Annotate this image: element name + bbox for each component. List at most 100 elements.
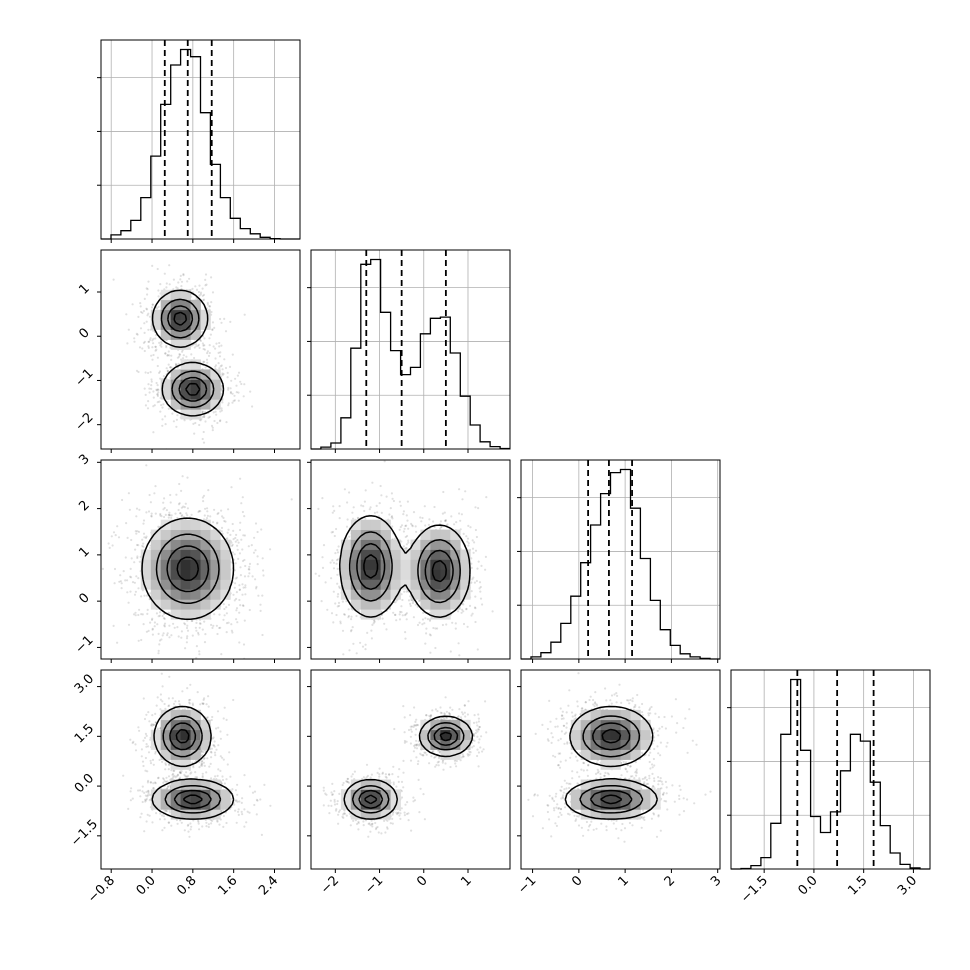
density-cell	[420, 579, 431, 590]
density-cell	[350, 569, 362, 580]
scatter-point	[423, 622, 426, 625]
scatter-point	[168, 283, 171, 286]
scatter-point	[145, 820, 148, 823]
scatter-point	[220, 409, 223, 412]
scatter-point	[167, 407, 170, 410]
density-cell	[450, 559, 461, 570]
scatter-point	[421, 618, 425, 621]
density-cell	[210, 599, 221, 610]
scatter-point	[198, 294, 201, 297]
scatter-point	[485, 496, 488, 499]
scatter-point	[424, 524, 427, 527]
density-cell	[370, 559, 381, 570]
scatter-point	[248, 572, 251, 575]
density-cell	[160, 529, 171, 540]
scatter-point	[172, 622, 175, 625]
density-cell	[370, 599, 381, 610]
scatter-point	[459, 519, 462, 522]
scatter-point	[176, 516, 179, 520]
scatter-point	[474, 549, 478, 552]
scatter-point	[156, 696, 159, 699]
scatter-point	[348, 535, 351, 538]
scatter-point	[145, 320, 148, 323]
scatter-point	[427, 523, 430, 526]
scatter-point	[225, 612, 228, 615]
scatter-point	[203, 514, 206, 517]
scatter-point	[158, 643, 161, 646]
density-cell	[200, 399, 211, 410]
scatter-point	[476, 648, 479, 651]
scatter-point	[432, 520, 435, 523]
scatter-point	[234, 540, 237, 543]
scatter-point	[480, 564, 483, 568]
scatter-point	[149, 592, 152, 595]
scatter-point	[213, 508, 216, 511]
density-cell	[170, 299, 181, 311]
scatter-point	[339, 620, 342, 623]
scatter-point	[347, 616, 350, 619]
scatter-point	[155, 704, 158, 707]
scatter-point	[126, 579, 129, 582]
scatter-point	[256, 563, 259, 566]
scatter-point	[458, 512, 461, 515]
scatter-point	[350, 615, 353, 618]
scatter-point	[174, 700, 177, 703]
scatter-point	[444, 519, 447, 522]
density-cell	[220, 589, 231, 600]
scatter-point	[471, 578, 474, 581]
scatter-point	[332, 621, 335, 624]
scatter-point	[224, 366, 228, 370]
density-cell	[350, 589, 362, 600]
scatter-point	[228, 365, 232, 368]
scatter-point	[202, 441, 206, 444]
density-cell	[410, 549, 421, 560]
scatter-point	[133, 581, 136, 584]
scatter-point	[197, 510, 200, 514]
scatter-point	[407, 539, 410, 542]
scatter-point	[224, 330, 228, 333]
scatter-point	[462, 532, 465, 536]
scatter-point	[165, 344, 168, 347]
scatter-point	[227, 402, 230, 405]
scatter-point	[193, 432, 196, 435]
scatter-point	[197, 631, 200, 635]
contour-line	[141, 517, 235, 620]
scatter-point	[229, 392, 232, 395]
pair-panel-1-2	[307, 459, 511, 663]
scatter-point	[202, 344, 205, 347]
scatter-point	[321, 566, 325, 570]
scatter-point	[460, 513, 463, 516]
scatter-point	[144, 371, 147, 374]
density-cell	[430, 589, 441, 600]
scatter-point	[462, 603, 465, 606]
scatter-point	[199, 291, 203, 294]
scatter-point	[199, 703, 202, 706]
scatter-point	[143, 331, 146, 334]
scatter-point	[186, 775, 189, 778]
scatter-point	[158, 758, 161, 762]
scatter-point	[131, 741, 134, 745]
scatter-point	[337, 545, 340, 548]
scatter-point	[336, 595, 339, 598]
scatter-point	[405, 524, 408, 527]
scatter-point	[227, 528, 230, 531]
scatter-point	[222, 758, 225, 761]
scatter-point	[210, 301, 213, 304]
scatter-point	[134, 530, 137, 533]
density-cell	[430, 579, 441, 590]
density-cell	[190, 329, 201, 340]
scatter-point	[406, 519, 409, 522]
scatter-point	[145, 713, 148, 716]
scatter-point	[474, 528, 477, 532]
scatter-point	[429, 651, 432, 654]
scatter-point	[412, 510, 416, 514]
density-cell	[450, 549, 461, 560]
scatter-point	[154, 345, 157, 348]
scatter-point	[213, 419, 216, 423]
density-cell	[170, 329, 181, 340]
scatter-point	[195, 776, 199, 779]
scatter-point	[242, 395, 245, 398]
scatter-point	[429, 634, 432, 637]
density-cell	[160, 319, 171, 330]
scatter-point	[418, 621, 421, 624]
